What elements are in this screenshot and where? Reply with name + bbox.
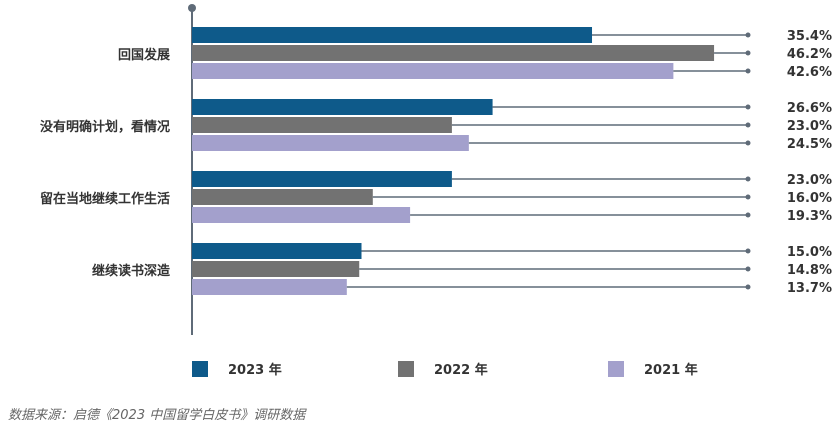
value-label: 24.5% — [787, 137, 832, 152]
category-label: 继续读书深造 — [92, 263, 171, 279]
leader-dot — [745, 248, 751, 254]
leader-dot — [745, 284, 751, 290]
legend-label: 2023 年 — [228, 362, 282, 378]
category-label: 没有明确计划，看情况 — [40, 119, 170, 135]
leader-dot — [745, 176, 751, 182]
legend-swatch — [192, 361, 208, 377]
leader-dot — [745, 140, 751, 146]
bar-chart: 回国发展 35.4% 46.2% 42.6% 没有明确计划，看情况 26.6% 23.0% 2… — [40, 4, 832, 378]
leader-dot — [745, 122, 751, 128]
value-label: 23.0% — [787, 119, 832, 134]
value-label: 46.2% — [787, 47, 832, 62]
y-axis-top-dot — [188, 4, 196, 12]
bar — [192, 279, 347, 295]
legend-label: 2022 年 — [434, 362, 488, 378]
value-label: 13.7% — [787, 281, 832, 296]
bar — [192, 117, 452, 133]
value-label: 42.6% — [787, 65, 832, 80]
value-label: 23.0% — [787, 173, 832, 188]
legend-swatch — [398, 361, 414, 377]
leader-dot — [745, 68, 751, 74]
bar — [192, 207, 411, 223]
bar — [192, 99, 493, 115]
bar — [192, 243, 362, 259]
source-note: 数据来源：启德《2023 中国留学白皮书》调研数据 — [8, 408, 306, 423]
value-label: 19.3% — [787, 209, 832, 224]
bar — [192, 45, 715, 61]
bar — [192, 27, 593, 43]
bar — [192, 261, 360, 277]
value-label: 16.0% — [787, 191, 832, 206]
leader-dot — [745, 266, 751, 272]
bar — [192, 171, 452, 187]
bar — [192, 63, 674, 79]
bar — [192, 135, 469, 151]
bar — [192, 189, 373, 205]
category-label: 回国发展 — [118, 47, 171, 63]
legend-swatch — [608, 361, 624, 377]
value-label: 14.8% — [787, 263, 832, 278]
leader-dot — [745, 104, 751, 110]
value-label: 26.6% — [787, 101, 832, 116]
value-label: 15.0% — [787, 245, 832, 260]
value-label: 35.4% — [787, 29, 832, 44]
leader-dot — [745, 194, 751, 200]
leader-dot — [745, 50, 751, 56]
legend-label: 2021 年 — [644, 362, 698, 378]
leader-dot — [745, 32, 751, 38]
category-label: 留在当地继续工作生活 — [40, 191, 170, 207]
leader-dot — [745, 212, 751, 218]
